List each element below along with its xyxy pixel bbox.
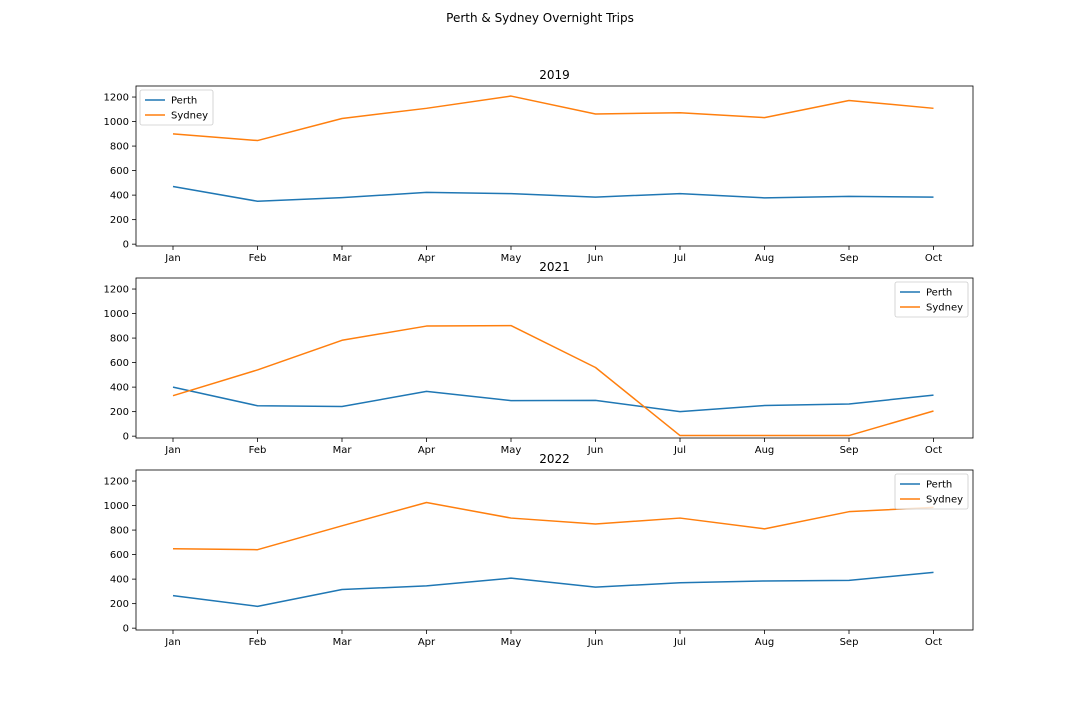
x-tick-label: Apr bbox=[418, 253, 436, 264]
y-tick-label: 1200 bbox=[104, 477, 129, 488]
legend-box bbox=[894, 473, 969, 510]
panel-title: 2021 bbox=[539, 260, 570, 274]
axes-frame bbox=[135, 277, 974, 439]
x-tick-label: Sep bbox=[840, 445, 859, 456]
x-tick-label: Jul bbox=[673, 253, 686, 264]
y-tick-label: 1000 bbox=[104, 501, 129, 512]
y-tick-label: 600 bbox=[110, 358, 129, 369]
x-tick-label: Aug bbox=[755, 253, 775, 264]
x-tick-label: May bbox=[501, 637, 522, 648]
y-tick-label: 400 bbox=[110, 383, 129, 394]
x-tick-label: Apr bbox=[418, 445, 436, 456]
x-tick-label: May bbox=[501, 253, 522, 264]
x-tick-label: Oct bbox=[925, 637, 942, 648]
x-tick-label: Jan bbox=[164, 253, 180, 264]
x-tick-label: Mar bbox=[333, 637, 353, 648]
y-tick-label: 600 bbox=[110, 550, 129, 561]
panel-title: 2022 bbox=[539, 452, 570, 466]
y-tick-label: 200 bbox=[110, 599, 129, 610]
x-tick-label: Feb bbox=[249, 637, 267, 648]
x-tick-label: Feb bbox=[249, 445, 267, 456]
legend-box bbox=[139, 89, 214, 126]
y-tick-label: 800 bbox=[110, 142, 129, 153]
x-tick-label: Oct bbox=[925, 445, 942, 456]
x-tick-label: Jun bbox=[587, 253, 604, 264]
legend-label: Perth bbox=[926, 480, 952, 491]
figure-title: Perth & Sydney Overnight Trips bbox=[446, 11, 634, 25]
axes-frame bbox=[135, 85, 974, 247]
x-tick-label: May bbox=[501, 445, 522, 456]
y-tick-label: 1000 bbox=[104, 309, 129, 320]
legend-label: Sydney bbox=[926, 303, 963, 314]
y-tick-label: 600 bbox=[110, 166, 129, 177]
legend-label: Perth bbox=[171, 96, 197, 107]
series-line-sydney bbox=[172, 501, 934, 551]
series-line-sydney bbox=[172, 95, 934, 142]
x-tick-label: Jan bbox=[164, 637, 180, 648]
x-tick-label: Jun bbox=[587, 637, 604, 648]
y-tick-label: 1200 bbox=[104, 93, 129, 104]
y-tick-label: 800 bbox=[110, 334, 129, 345]
y-tick-label: 0 bbox=[123, 240, 129, 251]
x-tick-label: Jul bbox=[673, 445, 686, 456]
x-tick-label: Mar bbox=[333, 253, 353, 264]
y-tick-label: 800 bbox=[110, 526, 129, 537]
x-tick-label: Sep bbox=[840, 253, 859, 264]
panel-title: 2019 bbox=[539, 68, 570, 82]
x-tick-label: Jul bbox=[673, 637, 686, 648]
legend-label: Sydney bbox=[171, 111, 208, 122]
series-line-perth bbox=[172, 571, 934, 608]
y-tick-label: 1200 bbox=[104, 285, 129, 296]
x-tick-label: Jan bbox=[164, 445, 180, 456]
y-tick-label: 400 bbox=[110, 191, 129, 202]
x-tick-label: Aug bbox=[755, 445, 775, 456]
legend-label: Perth bbox=[926, 288, 952, 299]
x-tick-label: Apr bbox=[418, 637, 436, 648]
x-tick-label: Feb bbox=[249, 253, 267, 264]
x-tick-label: Sep bbox=[840, 637, 859, 648]
y-tick-label: 1000 bbox=[104, 117, 129, 128]
y-tick-label: 400 bbox=[110, 575, 129, 586]
axes-frame bbox=[135, 469, 974, 631]
y-tick-label: 200 bbox=[110, 407, 129, 418]
x-tick-label: Oct bbox=[925, 253, 942, 264]
legend-box bbox=[894, 281, 969, 318]
legend-label: Sydney bbox=[926, 495, 963, 506]
x-tick-label: Aug bbox=[755, 637, 775, 648]
series-line-perth bbox=[172, 185, 934, 202]
y-tick-label: 0 bbox=[123, 432, 129, 443]
series-line-sydney bbox=[172, 324, 934, 437]
x-tick-label: Mar bbox=[333, 445, 353, 456]
y-tick-label: 0 bbox=[123, 624, 129, 635]
x-tick-label: Jun bbox=[587, 445, 604, 456]
series-line-perth bbox=[172, 386, 934, 413]
y-tick-label: 200 bbox=[110, 215, 129, 226]
